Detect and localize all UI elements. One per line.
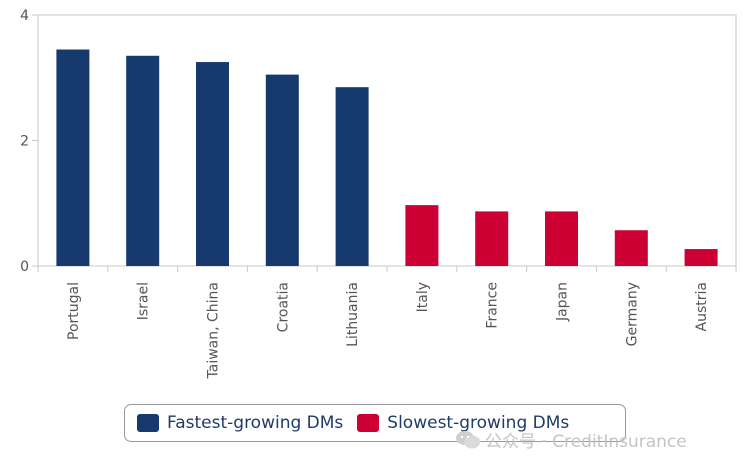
x-category-label: Israel	[136, 282, 152, 320]
watermark-text: 公众号 · CreditInsurance	[485, 432, 687, 452]
bar-portugal[interactable]	[56, 49, 90, 267]
category-labels: Portugal Israel Taiwan, China Croatia Lithua…	[66, 282, 710, 380]
bar-taiwan-china[interactable]	[196, 62, 229, 266]
y-axis: 0 2 4	[20, 8, 38, 275]
legend: Fastest-growing DMs Slowest-growing DMs	[124, 404, 626, 442]
x-category-label: Italy	[415, 282, 431, 312]
legend-label-fastest: Fastest-growing DMs	[167, 413, 344, 433]
y-tick-label: 2	[20, 134, 29, 150]
x-category-label: Austria	[694, 282, 710, 331]
x-category-label: Croatia	[275, 282, 291, 332]
legend-swatch-fastest	[137, 414, 159, 432]
bar-israel[interactable]	[126, 55, 160, 266]
x-category-label: Lithuania	[345, 282, 361, 347]
x-category-label: Japan	[555, 282, 571, 322]
bar-croatia[interactable]	[265, 74, 299, 266]
x-category-label: France	[485, 282, 501, 329]
legend-swatch-slowest	[357, 414, 380, 432]
bars	[56, 49, 718, 267]
bar-japan[interactable]	[545, 211, 578, 266]
x-category-label: Germany	[624, 282, 640, 346]
y-tick-label: 4	[20, 8, 29, 24]
y-tick-label: 0	[20, 259, 29, 275]
watermark: 公众号 · CreditInsurance	[455, 427, 687, 452]
bar-austria[interactable]	[684, 249, 718, 266]
x-category-label: Portugal	[66, 282, 82, 340]
legend-item-slowest[interactable]: Slowest-growing DMs	[357, 413, 569, 433]
bar-italy[interactable]	[405, 205, 439, 266]
legend-item-fastest[interactable]: Fastest-growing DMs	[137, 413, 343, 433]
bar-germany[interactable]	[614, 230, 648, 266]
bar-france[interactable]	[475, 211, 509, 266]
x-category-label: Taiwan, China	[206, 282, 222, 380]
x-axis	[37, 266, 737, 272]
legend-label-slowest: Slowest-growing DMs	[387, 413, 570, 433]
bar-lithuania[interactable]	[335, 87, 369, 266]
wechat-icon	[456, 430, 480, 448]
